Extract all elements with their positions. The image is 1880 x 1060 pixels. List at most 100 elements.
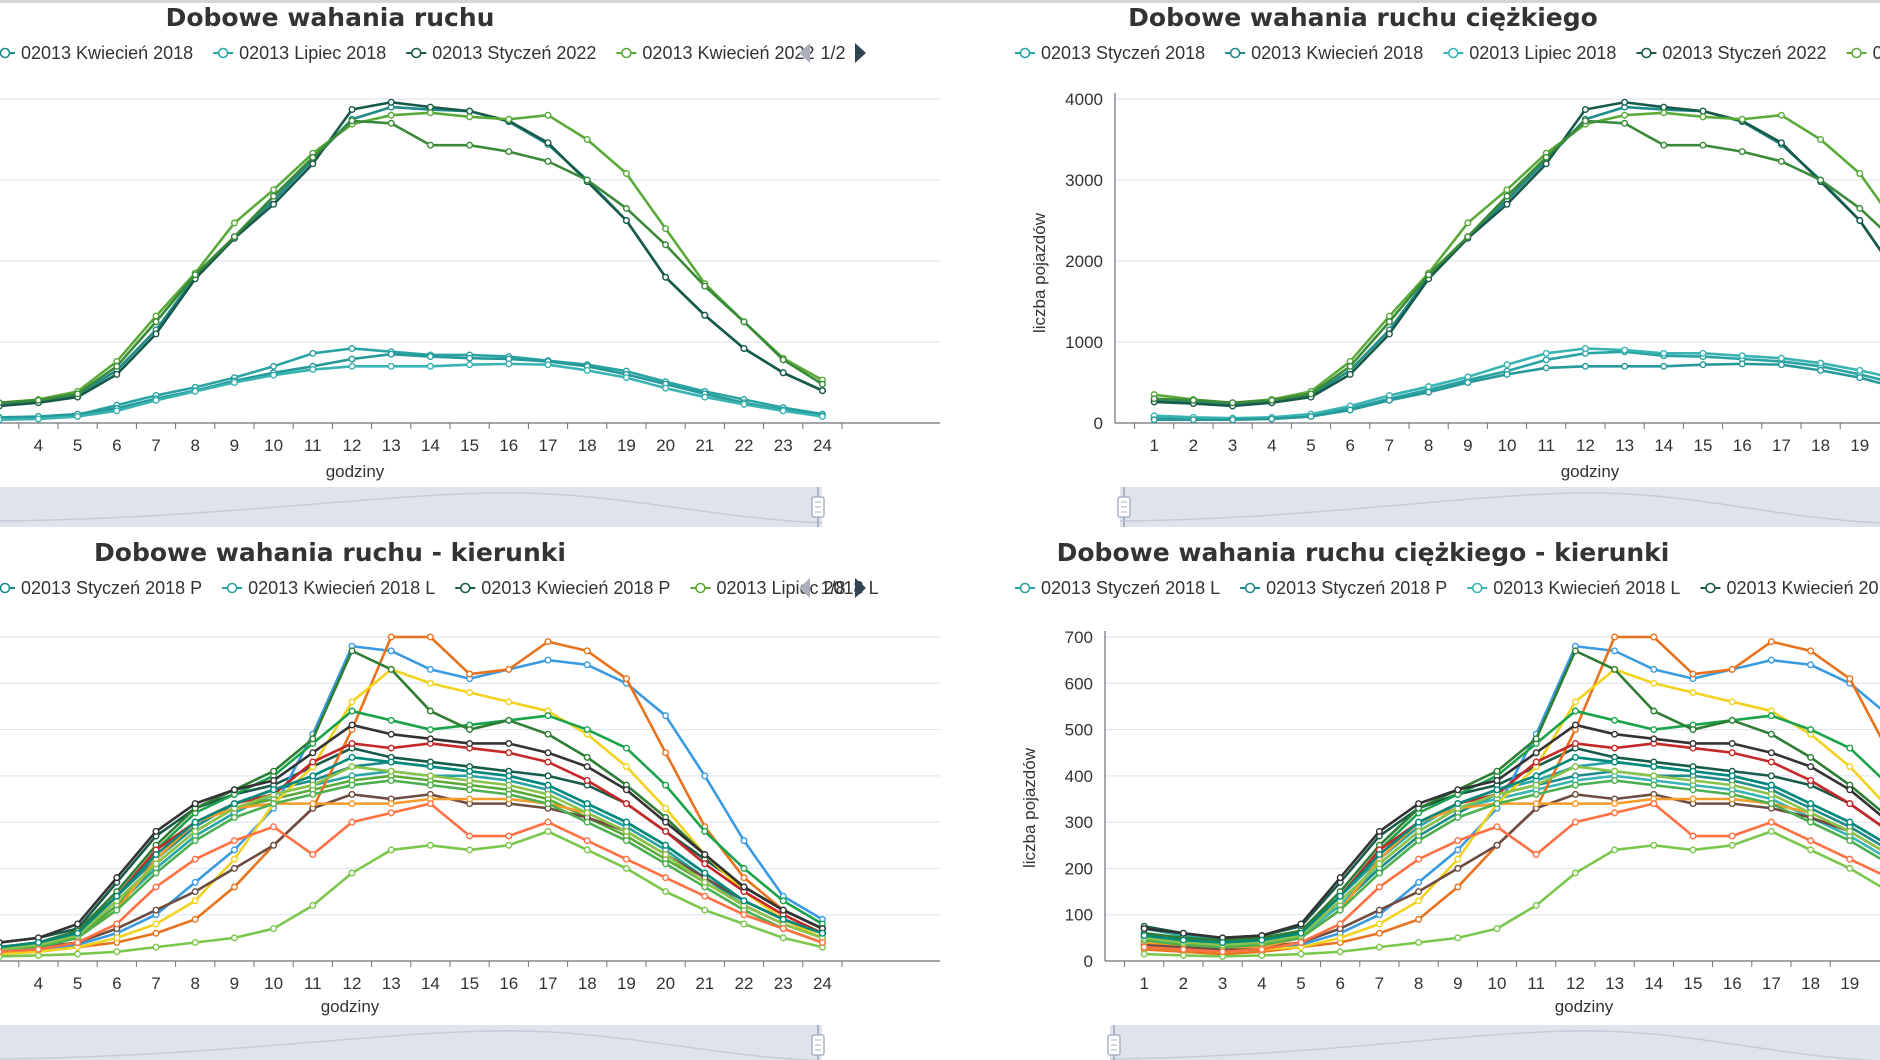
data-point[interactable] — [270, 362, 278, 370]
legend-item[interactable]: 02013 Kwiecień 2018 — [0, 43, 193, 63]
data-point[interactable] — [662, 874, 670, 882]
data-point[interactable] — [1503, 200, 1511, 208]
data-point[interactable] — [622, 837, 630, 845]
data-point[interactable] — [544, 827, 552, 835]
data-point[interactable] — [1807, 846, 1815, 854]
data-point[interactable] — [387, 767, 395, 775]
data-point[interactable] — [1464, 233, 1472, 241]
data-point[interactable] — [1415, 915, 1423, 923]
data-point[interactable] — [505, 739, 513, 747]
data-point[interactable] — [701, 878, 709, 886]
data-point[interactable] — [779, 915, 787, 923]
legend[interactable]: 02013 Styczeń 2018 02013 Kwiecień 2018 020… — [1015, 43, 1880, 63]
series-7[interactable] — [1140, 827, 1880, 960]
data-point[interactable] — [426, 772, 434, 780]
data-point[interactable] — [387, 362, 395, 370]
data-point[interactable] — [1542, 356, 1550, 364]
series-16[interactable] — [1140, 753, 1880, 946]
data-point[interactable] — [1219, 938, 1227, 946]
data-point[interactable] — [1817, 359, 1825, 367]
data-point[interactable] — [622, 763, 630, 771]
data-point[interactable] — [1454, 814, 1462, 822]
data-point[interactable] — [0, 943, 3, 951]
data-point[interactable] — [270, 200, 278, 208]
data-point[interactable] — [505, 841, 513, 849]
data-point[interactable] — [309, 790, 317, 798]
data-point[interactable] — [152, 920, 160, 928]
data-point[interactable] — [466, 795, 474, 803]
series-4[interactable] — [0, 642, 826, 956]
data-point[interactable] — [622, 170, 630, 178]
data-point[interactable] — [426, 707, 434, 715]
data-point[interactable] — [1611, 665, 1619, 673]
data-point[interactable] — [1532, 749, 1540, 757]
data-point[interactable] — [740, 344, 748, 352]
data-point[interactable] — [1375, 943, 1383, 951]
data-point[interactable] — [1385, 318, 1393, 326]
data-point[interactable] — [387, 98, 395, 106]
datazoom-handle[interactable] — [811, 487, 825, 527]
data-point[interactable] — [1767, 827, 1775, 835]
data-point[interactable] — [1268, 396, 1276, 404]
datazoom-slider[interactable] — [0, 487, 825, 527]
data-point[interactable] — [348, 869, 356, 877]
data-point[interactable] — [1189, 416, 1197, 424]
data-point[interactable] — [662, 712, 670, 720]
data-point[interactable] — [701, 311, 709, 319]
data-point[interactable] — [1375, 929, 1383, 937]
data-point[interactable] — [544, 772, 552, 780]
data-point[interactable] — [348, 344, 356, 352]
data-point[interactable] — [1150, 416, 1158, 424]
data-point[interactable] — [1738, 360, 1746, 368]
series-12[interactable] — [1140, 790, 1880, 953]
data-point[interactable] — [1621, 119, 1629, 127]
data-point[interactable] — [1415, 800, 1423, 808]
data-point[interactable] — [348, 707, 356, 715]
data-point[interactable] — [152, 943, 160, 951]
data-point[interactable] — [662, 888, 670, 896]
legend-pager[interactable]: 1/2 — [799, 43, 866, 63]
data-point[interactable] — [1581, 106, 1589, 114]
data-point[interactable] — [466, 767, 474, 775]
data-point[interactable] — [1375, 920, 1383, 928]
data-point[interactable] — [622, 786, 630, 794]
data-point[interactable] — [1297, 929, 1305, 937]
data-point[interactable] — [1375, 860, 1383, 868]
data-point[interactable] — [1571, 707, 1579, 715]
series-16[interactable] — [0, 753, 826, 951]
data-point[interactable] — [387, 111, 395, 119]
legend[interactable]: 02013 Styczeń 2018 P 02013 Kwiecień 2018 … — [0, 578, 879, 598]
data-point[interactable] — [1689, 726, 1697, 734]
legend-item[interactable]: 02013 Styczeń 2018 P — [1240, 578, 1447, 598]
data-point[interactable] — [1650, 726, 1658, 734]
data-point[interactable] — [426, 109, 434, 117]
data-point[interactable] — [270, 786, 278, 794]
legend-item[interactable]: 02013 Kwiecień 2018 — [1225, 43, 1423, 63]
data-point[interactable] — [426, 665, 434, 673]
data-point[interactable] — [662, 241, 670, 249]
data-point[interactable] — [348, 721, 356, 729]
data-point[interactable] — [1738, 115, 1746, 123]
legend-item[interactable]: 02013 Kwiecień 2022 — [616, 43, 815, 63]
data-point[interactable] — [505, 832, 513, 840]
data-point[interactable] — [1807, 800, 1815, 808]
data-point[interactable] — [1728, 716, 1736, 724]
data-point[interactable] — [1689, 670, 1697, 678]
data-point[interactable] — [505, 665, 513, 673]
data-point[interactable] — [387, 730, 395, 738]
data-point[interactable] — [622, 864, 630, 872]
data-point[interactable] — [1846, 744, 1854, 752]
legend[interactable]: 02013 Kwiecień 2018 02013 Lipiec 2018 0201… — [0, 43, 815, 63]
series-7[interactable] — [0, 827, 826, 960]
data-point[interactable] — [113, 362, 121, 370]
data-point[interactable] — [701, 772, 709, 780]
data-point[interactable] — [191, 271, 199, 279]
legend-item[interactable]: 02013 Kwiecień 2018 L — [1467, 578, 1680, 598]
data-point[interactable] — [113, 934, 121, 942]
data-point[interactable] — [0, 948, 3, 956]
data-point[interactable] — [1385, 396, 1393, 404]
data-point[interactable] — [1767, 712, 1775, 720]
series-13[interactable] — [1140, 795, 1880, 951]
data-point[interactable] — [466, 361, 474, 369]
data-point[interactable] — [1650, 763, 1658, 771]
